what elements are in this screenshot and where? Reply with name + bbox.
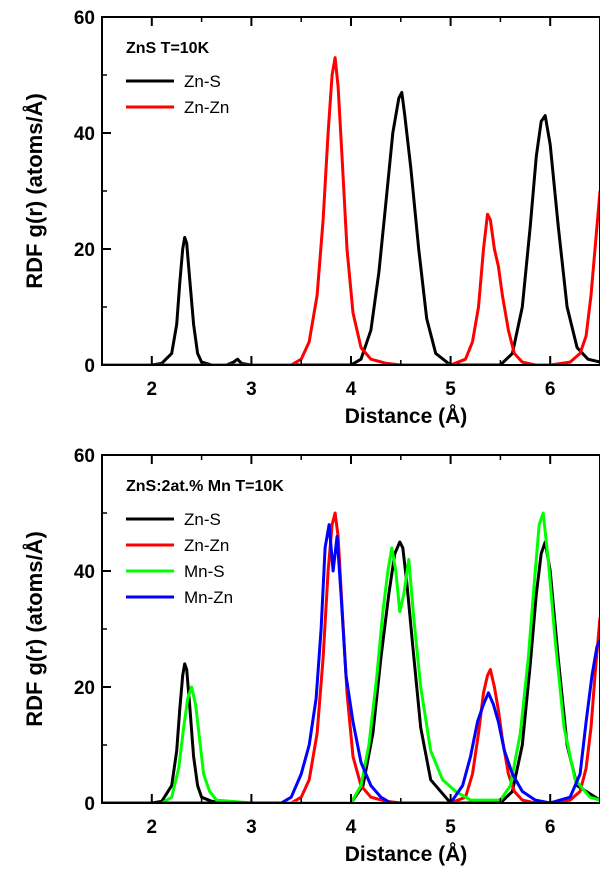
chart-2-y-tick-label: 60 — [74, 446, 95, 467]
chart-2-x-tick-label: 6 — [545, 817, 556, 838]
chart-1-y-tick-label: 60 — [74, 8, 95, 29]
chart-1-series-zn-s — [102, 90, 600, 365]
chart-2-legend-title: ZnS:2at.% Mn T=10K — [126, 478, 284, 495]
chart-2-legend-label-zn-s: Zn-S — [184, 510, 221, 529]
chart-1-series-zn-zn — [102, 56, 600, 365]
chart-1-x-tick-label: 5 — [445, 379, 456, 400]
chart-2-x-axis-label: Distance (Å) — [345, 842, 468, 866]
chart-1-legend-label-zn-s: Zn-S — [184, 72, 221, 91]
chart-2-y-axis-label: RDF g(r) (atoms/Å) — [21, 531, 47, 727]
chart-1-x-axis-label: Distance (Å) — [345, 404, 468, 428]
chart-2-x-tick-label: 5 — [445, 817, 456, 838]
chart-1-x-tick-label: 2 — [147, 379, 158, 400]
chart-2-series-mn-s — [102, 511, 600, 803]
chart-2-legend-label-zn-zn: Zn-Zn — [184, 536, 229, 555]
chart-1-y-tick-label: 20 — [74, 240, 95, 261]
chart-1-x-tick-label: 3 — [246, 379, 257, 400]
chart-1-legend-title: ZnS T=10K — [126, 40, 210, 57]
chart-1-x-tick-label: 6 — [545, 379, 556, 400]
chart-2-y-tick-label: 20 — [74, 678, 95, 699]
chart-1-legend-label-zn-zn: Zn-Zn — [184, 98, 229, 117]
chart-1-legend: ZnS T=10K Zn-S Zn-Zn — [126, 40, 229, 117]
chart-2-series-zn-s — [102, 540, 600, 803]
chart-2-y-tick-label: 0 — [84, 794, 95, 815]
chart-2-x-tick-label: 3 — [246, 817, 257, 838]
chart-2-x-tick-label: 2 — [147, 817, 158, 838]
chart-1-y-tick-label: 0 — [84, 356, 95, 377]
chart-2-legend: ZnS:2at.% Mn T=10K Zn-S Zn-Zn Mn-S Mn-Zn — [126, 478, 284, 607]
chart-2-legend-label-mn-zn: Mn-Zn — [184, 588, 233, 607]
chart-2-y-tick-label: 40 — [74, 562, 95, 583]
chart-2-series-mn-zn — [102, 523, 600, 803]
chart-2-legend-label-mn-s: Mn-S — [184, 562, 225, 581]
chart-1-y-tick-label: 40 — [74, 124, 95, 145]
chart-1-y-axis-label: RDF g(r) (atoms/Å) — [21, 93, 47, 289]
chart-2-x-tick-label: 4 — [346, 817, 357, 838]
chart-1-x-tick-label: 4 — [346, 379, 357, 400]
